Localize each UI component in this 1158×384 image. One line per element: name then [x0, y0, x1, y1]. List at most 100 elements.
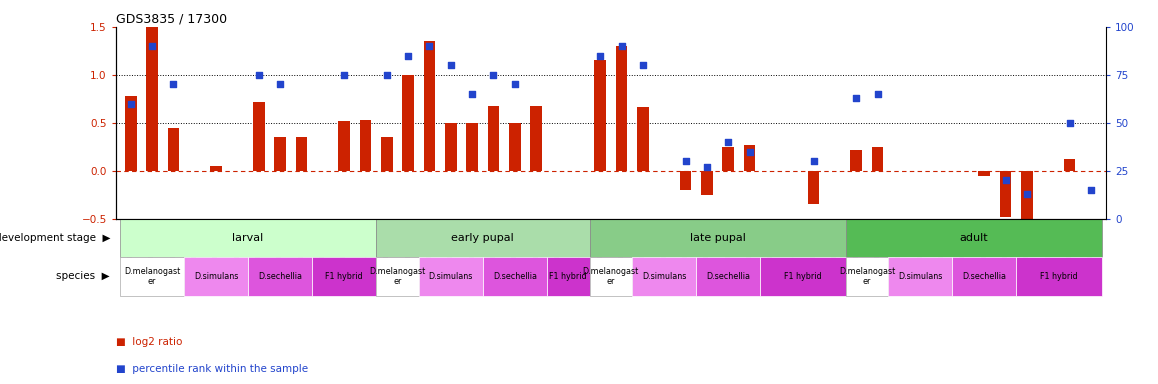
Text: late pupal: late pupal [690, 233, 746, 243]
Bar [845, 219, 1101, 257]
Point [805, 158, 823, 164]
Bar [888, 257, 952, 296]
Text: ■  percentile rank within the sample: ■ percentile rank within the sample [116, 364, 308, 374]
Point [613, 43, 631, 49]
Text: D.simulans: D.simulans [642, 272, 687, 281]
Point [846, 95, 865, 101]
Bar [530, 106, 542, 171]
Point [484, 72, 503, 78]
Bar [376, 257, 419, 296]
Bar [274, 137, 286, 171]
Bar [743, 145, 755, 171]
Bar [696, 257, 760, 296]
Bar [120, 257, 184, 296]
Bar [850, 150, 862, 171]
Bar [1021, 171, 1033, 221]
Point [122, 101, 140, 107]
Point [378, 72, 396, 78]
Point [420, 43, 439, 49]
Bar [402, 75, 415, 171]
Bar [467, 123, 478, 171]
Bar [445, 123, 456, 171]
Bar [211, 166, 222, 171]
Text: GDS3835 / 17300: GDS3835 / 17300 [116, 13, 227, 26]
Point [398, 53, 417, 59]
Text: D.sechellia: D.sechellia [706, 272, 750, 281]
Bar [807, 171, 820, 204]
Bar [248, 257, 313, 296]
Point [1018, 191, 1036, 197]
Text: development stage  ▶: development stage ▶ [0, 233, 110, 243]
Text: adult: adult [959, 233, 988, 243]
Bar [184, 257, 248, 296]
Bar [760, 257, 845, 296]
Bar [510, 123, 521, 171]
Text: D.sechellia: D.sechellia [962, 272, 1006, 281]
Bar [376, 219, 589, 257]
Point [142, 43, 161, 49]
Text: F1 hybrid: F1 hybrid [549, 272, 587, 281]
Bar [1017, 257, 1101, 296]
Text: F1 hybrid: F1 hybrid [784, 272, 822, 281]
Bar [120, 219, 376, 257]
Text: D.melanogast
er: D.melanogast er [369, 267, 426, 286]
Bar [589, 219, 845, 257]
Text: D.simulans: D.simulans [899, 272, 943, 281]
Bar [680, 171, 691, 190]
Bar [419, 257, 483, 296]
Point [591, 53, 609, 59]
Bar [252, 102, 265, 171]
Bar [338, 121, 350, 171]
Point [506, 81, 525, 88]
Text: species  ▶: species ▶ [57, 271, 110, 281]
Point [335, 72, 353, 78]
Point [441, 62, 460, 68]
Bar [483, 257, 547, 296]
Point [740, 149, 758, 155]
Text: early pupal: early pupal [452, 233, 514, 243]
Bar [589, 257, 632, 296]
Point [676, 158, 695, 164]
Text: D.simulans: D.simulans [428, 272, 472, 281]
Bar [125, 96, 137, 171]
Bar [632, 257, 696, 296]
Bar [979, 171, 990, 176]
Point [1061, 120, 1079, 126]
Point [868, 91, 887, 97]
Text: F1 hybrid: F1 hybrid [325, 272, 362, 281]
Bar [146, 27, 157, 171]
Bar [701, 171, 712, 195]
Text: larval: larval [233, 233, 264, 243]
Text: ■  log2 ratio: ■ log2 ratio [116, 337, 182, 347]
Bar [313, 257, 376, 296]
Bar [616, 46, 628, 171]
Point [996, 177, 1014, 184]
Point [271, 81, 290, 88]
Text: D.simulans: D.simulans [193, 272, 239, 281]
Bar [360, 120, 372, 171]
Bar [952, 257, 1017, 296]
Point [249, 72, 267, 78]
Bar [488, 106, 499, 171]
Bar [723, 147, 734, 171]
Bar [424, 41, 435, 171]
Bar [594, 61, 606, 171]
Bar [547, 257, 589, 296]
Bar [637, 107, 648, 171]
Text: D.melanogast
er: D.melanogast er [124, 267, 181, 286]
Bar [295, 137, 307, 171]
Point [697, 164, 716, 170]
Bar [999, 171, 1011, 217]
Text: F1 hybrid: F1 hybrid [1040, 272, 1078, 281]
Bar [845, 257, 888, 296]
Bar [1064, 159, 1076, 171]
Point [463, 91, 482, 97]
Text: D.sechellia: D.sechellia [258, 272, 302, 281]
Bar [168, 127, 179, 171]
Point [1082, 187, 1100, 193]
Point [633, 62, 652, 68]
Text: D.melanogast
er: D.melanogast er [582, 267, 639, 286]
Bar [381, 137, 393, 171]
Text: D.melanogast
er: D.melanogast er [838, 267, 895, 286]
Point [164, 81, 183, 88]
